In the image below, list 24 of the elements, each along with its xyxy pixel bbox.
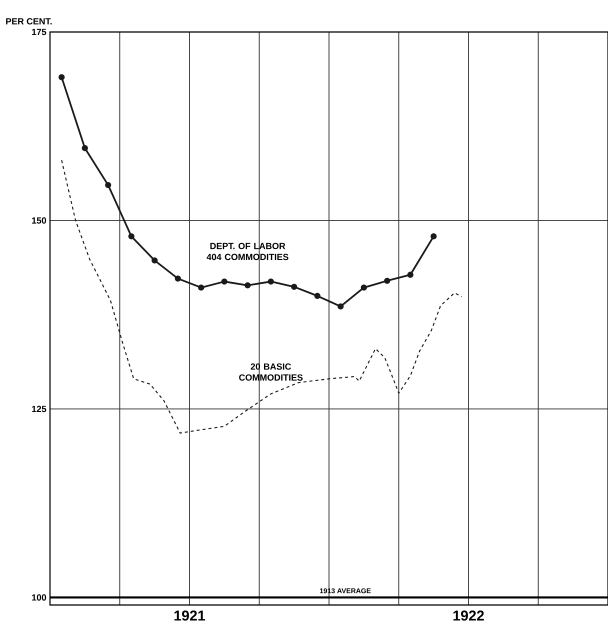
y-tick-label: 125 — [32, 406, 46, 412]
point — [58, 74, 65, 80]
point — [198, 284, 204, 291]
point — [268, 278, 274, 285]
y-axis-title: PER CENT. — [6, 18, 52, 24]
y-tick-label: 100 — [32, 594, 46, 601]
point — [338, 303, 344, 310]
point — [291, 284, 298, 290]
point — [407, 272, 414, 278]
point — [105, 182, 112, 188]
y-tick-label: 175 — [32, 28, 46, 36]
point — [82, 145, 88, 152]
point — [314, 292, 320, 299]
x-tick-label: 1922 — [453, 610, 484, 621]
point — [174, 275, 181, 282]
point — [221, 278, 228, 285]
point — [430, 233, 437, 240]
point — [152, 257, 158, 264]
y-tick-label: 150 — [32, 217, 46, 224]
point — [128, 233, 134, 240]
point — [384, 278, 390, 284]
x-tick-label: 1921 — [174, 610, 206, 621]
point — [244, 282, 251, 288]
point — [360, 284, 367, 291]
